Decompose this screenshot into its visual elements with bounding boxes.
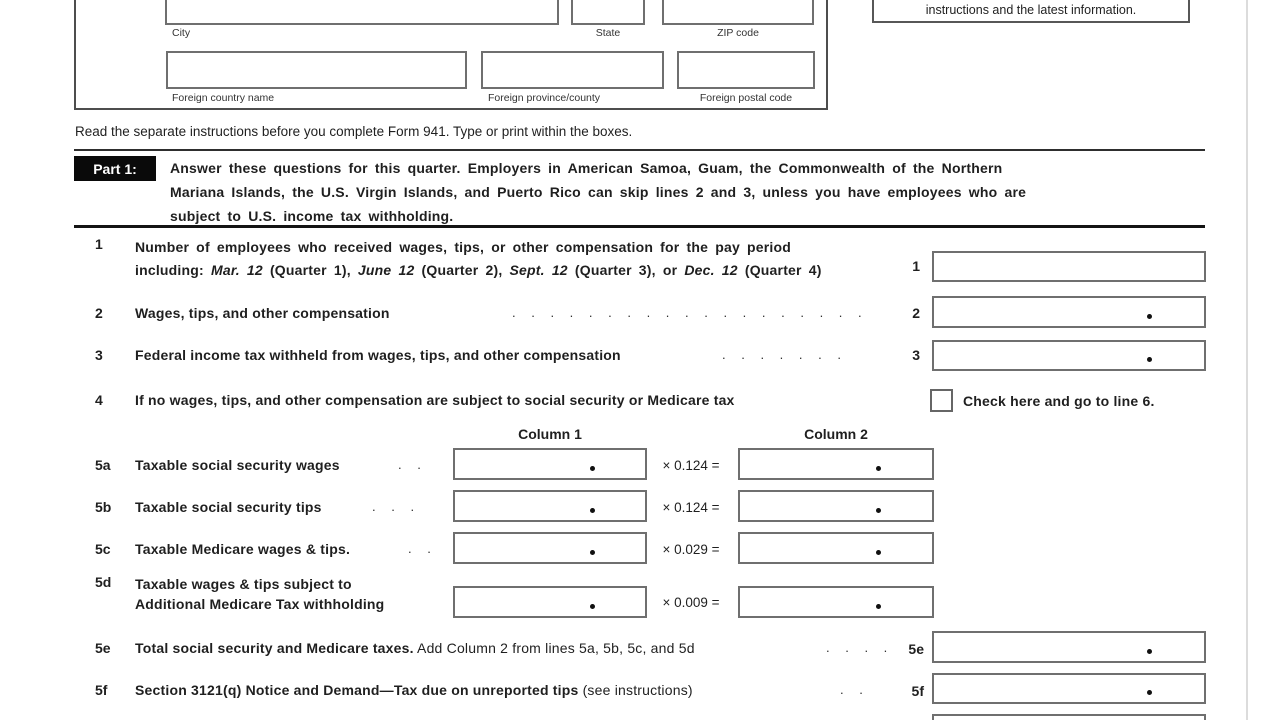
part1-heading-line1: Answer these questions for this quarter.…	[170, 160, 1003, 176]
line5d-multiplier: × 0.009 =	[662, 595, 720, 610]
dot-leader: . . . . . . .	[722, 347, 847, 362]
line2-amount-box[interactable]	[932, 296, 1206, 328]
line5f-label: Section 3121(q) Notice and Demand—Tax du…	[135, 682, 693, 698]
line5a-label: Taxable social security wages	[135, 457, 340, 473]
line5b-col2-box[interactable]	[738, 490, 934, 522]
foreign-country-label: Foreign country name	[172, 92, 275, 104]
line3-number: 3	[95, 347, 103, 363]
part1-heading-line3: subject to U.S. income tax withholding.	[170, 208, 454, 224]
line5a-multiplier: × 0.124 =	[662, 458, 720, 473]
line5d-label-line1: Taxable wages & tips subject to	[135, 576, 352, 592]
line2-label: Wages, tips, and other compensation	[135, 305, 390, 321]
city-field[interactable]	[165, 0, 559, 25]
decimal-point	[589, 550, 595, 555]
column2-header: Column 2	[804, 426, 868, 442]
line1-label: Number of employees who received wages, …	[135, 236, 822, 282]
decimal-point	[1147, 649, 1153, 654]
line3-label: Federal income tax withheld from wages, …	[135, 347, 621, 363]
dot-leader: . .	[398, 457, 427, 472]
line5b-label: Taxable social security tips	[135, 499, 322, 515]
state-field[interactable]	[571, 0, 645, 25]
read-instructions-note: Read the separate instructions before yo…	[75, 124, 633, 139]
line4-checkbox[interactable]	[930, 389, 953, 412]
part1-badge: Part 1:	[74, 156, 156, 181]
line5f-right-number: 5f	[911, 683, 924, 699]
decimal-point	[589, 604, 595, 609]
dot-leader: . . . . . . . . . . . . . . . . . . .	[512, 305, 868, 320]
line5c-multiplier: × 0.029 =	[662, 542, 720, 557]
line4-check-label: Check here and go to line 6.	[963, 393, 1155, 409]
line4-number: 4	[95, 392, 103, 408]
line5e-number: 5e	[95, 640, 111, 656]
line5a-col1-box[interactable]	[453, 448, 647, 480]
line5d-label: Taxable wages & tips subject to Addition…	[135, 574, 384, 614]
line3-right-number: 3	[912, 347, 920, 363]
decimal-point	[876, 550, 882, 555]
decimal-point	[876, 466, 882, 471]
line5e-right-number: 5e	[908, 641, 924, 657]
state-label: State	[595, 27, 621, 39]
line5b-multiplier: × 0.124 =	[662, 500, 720, 515]
line5e-label: Total social security and Medicare taxes…	[135, 640, 695, 656]
line5f-amount-box[interactable]	[932, 673, 1206, 704]
line6-amount-box-partial[interactable]	[932, 714, 1206, 720]
foreign-postal-field[interactable]	[677, 51, 815, 89]
decimal-point	[1147, 314, 1153, 319]
employer-address-box	[74, 0, 828, 110]
decimal-point	[876, 508, 882, 513]
decimal-point	[589, 508, 595, 513]
line5c-label: Taxable Medicare wages & tips.	[135, 541, 351, 557]
zip-field[interactable]	[662, 0, 814, 25]
part1-heading: Answer these questions for this quarter.…	[170, 156, 1026, 228]
column1-header: Column 1	[518, 426, 582, 442]
line5b-col1-box[interactable]	[453, 490, 647, 522]
decimal-point	[1147, 690, 1153, 695]
foreign-postal-label: Foreign postal code	[699, 92, 793, 104]
line2-number: 2	[95, 305, 103, 321]
line5a-col2-box[interactable]	[738, 448, 934, 480]
line5d-col1-box[interactable]	[453, 586, 647, 618]
dot-leader: . . .	[372, 499, 421, 514]
foreign-province-field[interactable]	[481, 51, 664, 89]
line3-amount-box[interactable]	[932, 340, 1206, 371]
line1-label-line1: Number of employees who received wages, …	[135, 239, 791, 255]
line5d-label-line2: Additional Medicare Tax withholding	[135, 596, 385, 612]
dot-leader: . .	[840, 682, 869, 697]
part1-bottom-rule	[74, 225, 1205, 228]
decimal-point	[589, 466, 595, 471]
foreign-province-label: Foreign province/county	[488, 92, 601, 104]
page-edge-line	[1246, 0, 1248, 720]
foreign-country-field[interactable]	[166, 51, 467, 89]
line5a-number: 5a	[95, 457, 111, 473]
line1-right-number: 1	[912, 258, 920, 274]
dot-leader: . .	[408, 541, 437, 556]
line5d-col2-box[interactable]	[738, 586, 934, 618]
part1-badge-label: Part 1:	[93, 160, 137, 177]
line5e-amount-box[interactable]	[932, 631, 1206, 663]
line5b-number: 5b	[95, 499, 112, 515]
decimal-point	[876, 604, 882, 609]
line5c-col2-box[interactable]	[738, 532, 934, 564]
line4-label: If no wages, tips, and other compensatio…	[135, 392, 735, 408]
decimal-point	[1147, 357, 1153, 362]
dot-leader: . . . .	[826, 640, 890, 655]
website-instructions-box: instructions and the latest information.	[872, 0, 1190, 23]
line2-right-number: 2	[912, 305, 920, 321]
line1-label-line2: including: Mar. 12 (Quarter 1), June 12 …	[135, 262, 822, 278]
zip-label: ZIP code	[717, 27, 759, 39]
line5c-number: 5c	[95, 541, 111, 557]
part1-heading-line2: Mariana Islands, the U.S. Virgin Islands…	[170, 184, 1027, 200]
website-instructions-text: instructions and the latest information.	[925, 3, 1137, 17]
line1-number: 1	[95, 236, 103, 252]
line5c-col1-box[interactable]	[453, 532, 647, 564]
line1-amount-box[interactable]	[932, 251, 1206, 282]
divider-rule	[74, 149, 1205, 151]
city-label: City	[172, 27, 191, 39]
line5d-number: 5d	[95, 574, 112, 590]
line5f-number: 5f	[95, 682, 108, 698]
